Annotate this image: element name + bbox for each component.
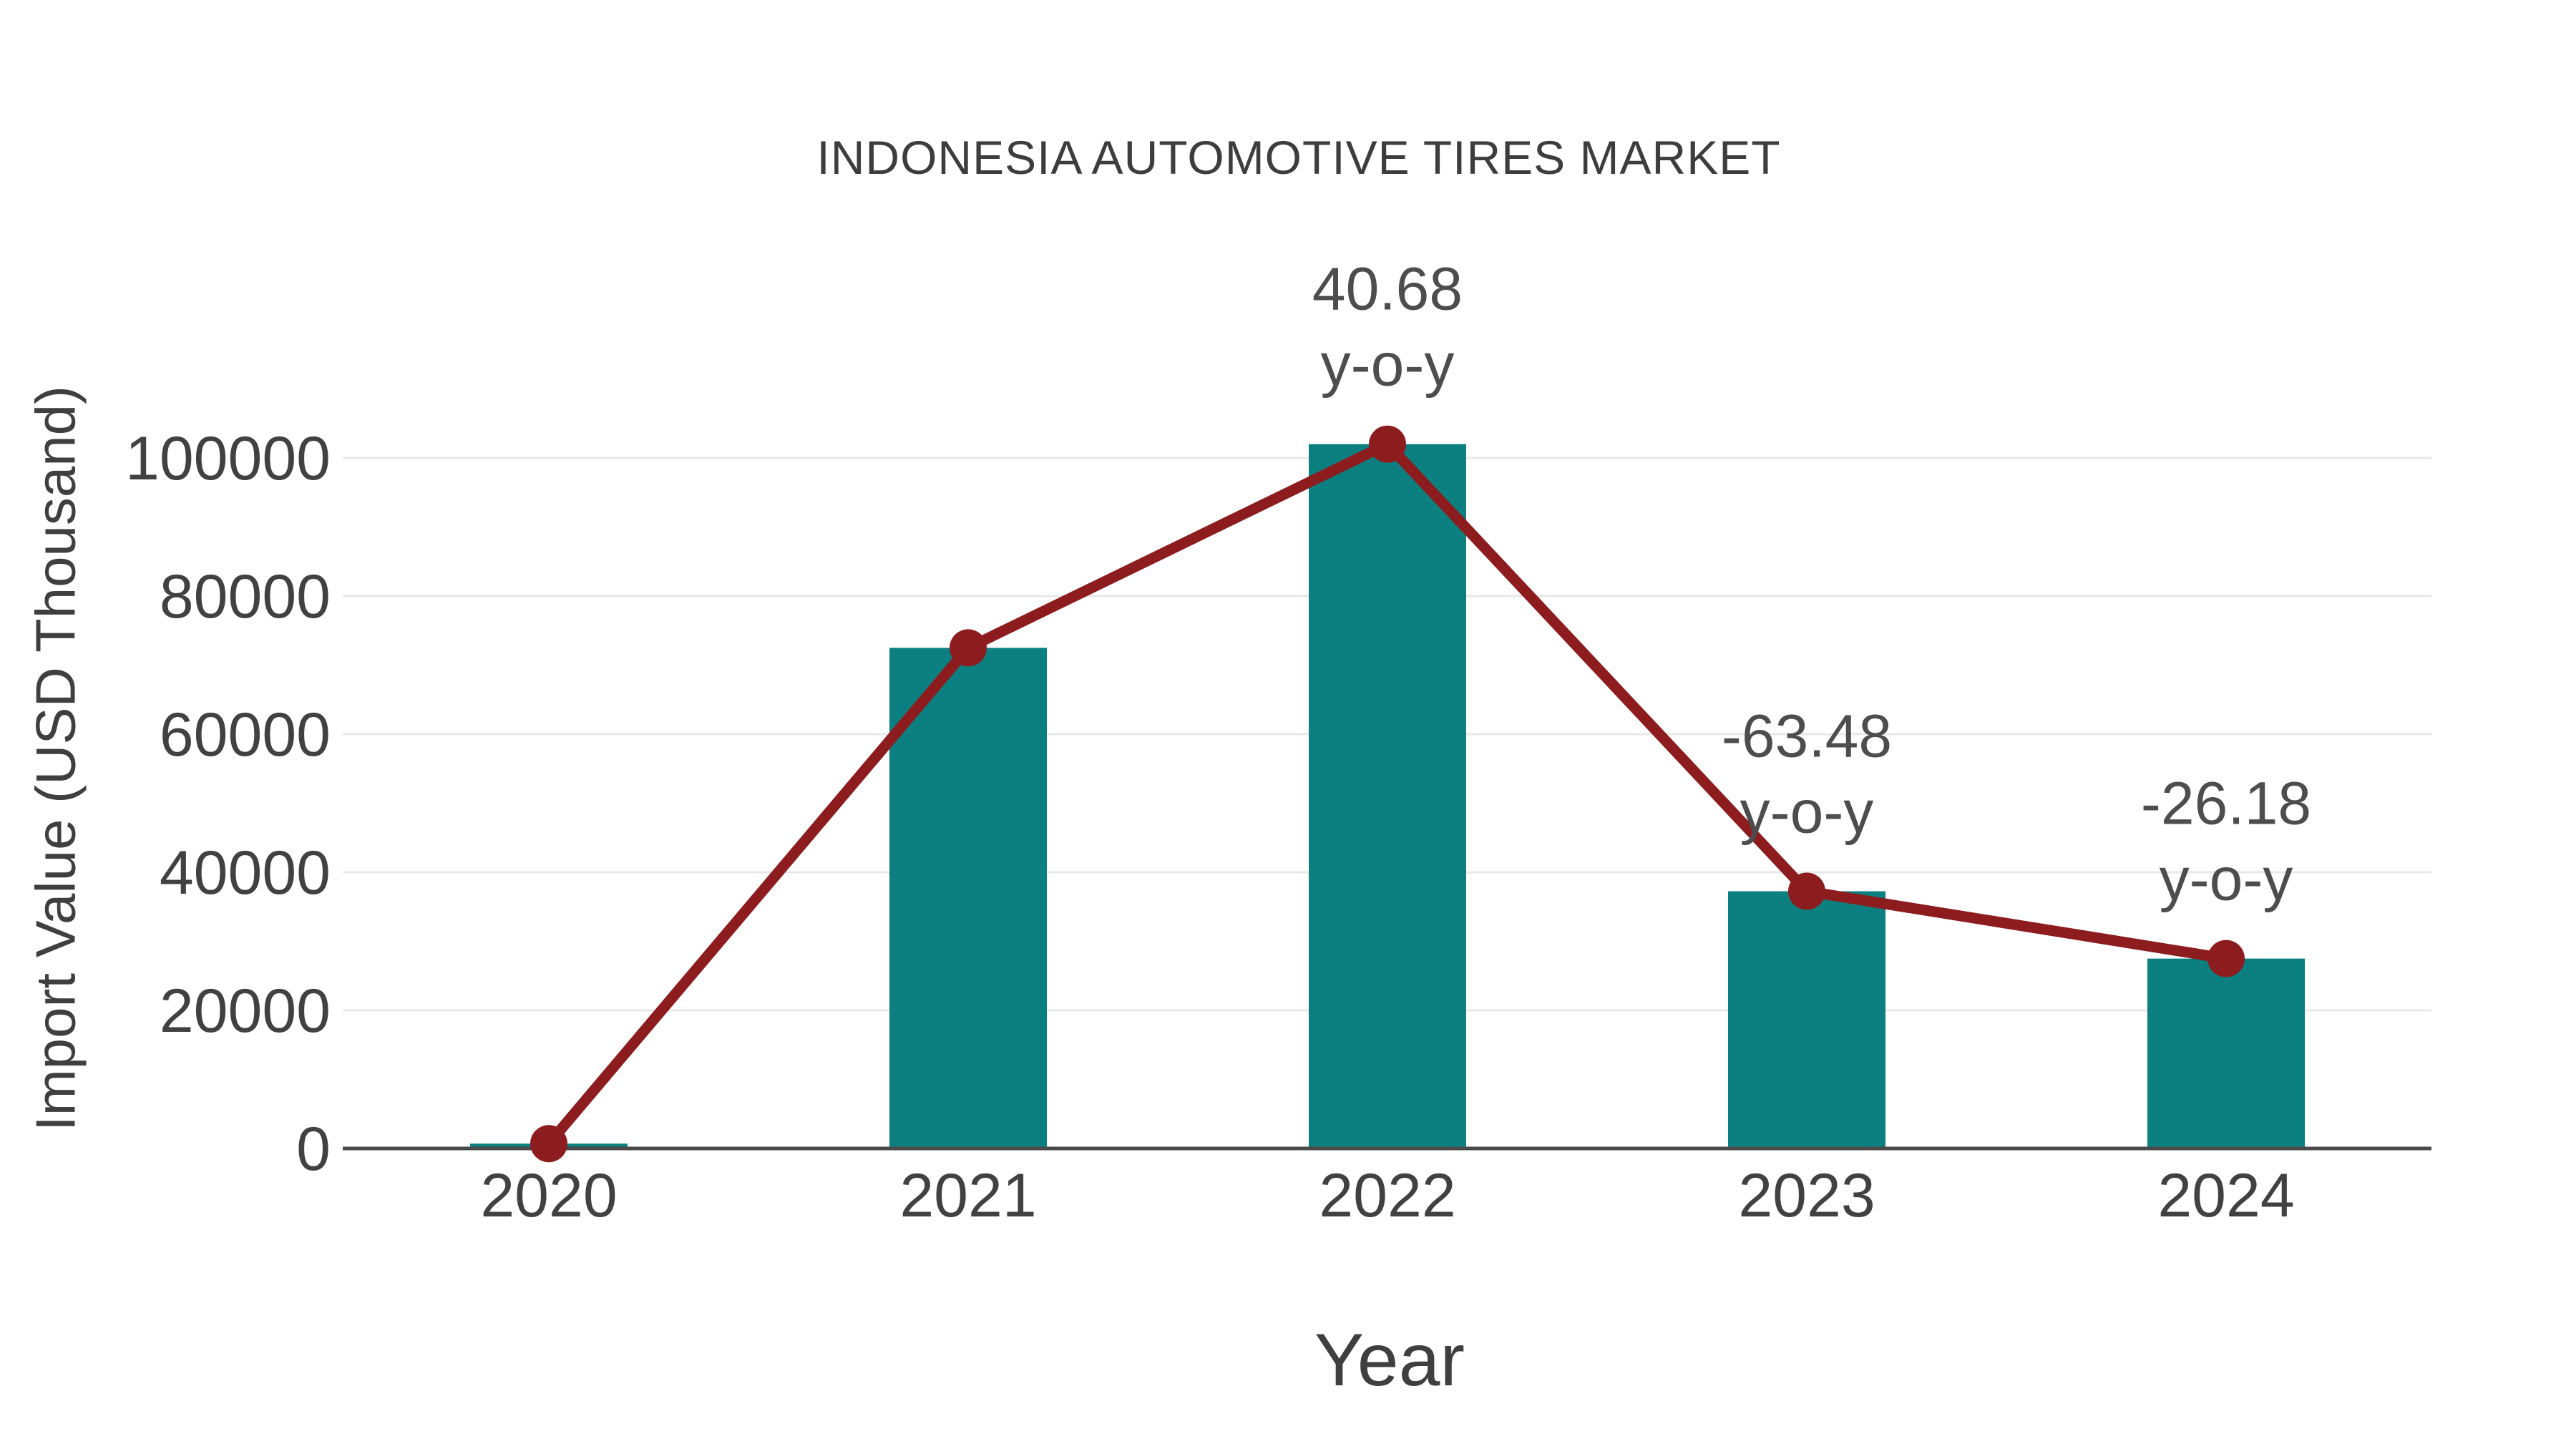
chart-title: INDONESIA AUTOMOTIVE TIRES MARKET bbox=[816, 131, 1781, 184]
y-tick-label-0: 0 bbox=[296, 1115, 331, 1184]
marker-2023 bbox=[1788, 872, 1825, 910]
y-tick-label-60000: 60000 bbox=[160, 701, 331, 769]
y-tick-label-40000: 40000 bbox=[160, 839, 331, 907]
x-tick-label-2024: 2024 bbox=[2157, 1161, 2294, 1230]
annotation-suffix-2024: y-o-y bbox=[2160, 846, 2293, 913]
x-tick-label-2020: 2020 bbox=[480, 1161, 617, 1230]
marker-2022 bbox=[1369, 425, 1406, 463]
x-tick-label-2021: 2021 bbox=[899, 1161, 1036, 1230]
bar-2023 bbox=[1728, 891, 1885, 1148]
bar-2024 bbox=[2147, 958, 2305, 1148]
annotation-value-2024: -26.18 bbox=[2141, 770, 2311, 837]
marker-2024 bbox=[2207, 940, 2245, 977]
y-tick-label-20000: 20000 bbox=[160, 977, 331, 1045]
annotation-value-2022: 40.68 bbox=[1312, 255, 1463, 323]
y-tick-label-100000: 100000 bbox=[125, 424, 331, 493]
x-tick-label-2022: 2022 bbox=[1319, 1161, 1455, 1230]
bar-2022 bbox=[1309, 444, 1466, 1148]
marker-2020 bbox=[530, 1125, 567, 1163]
x-axis-title: Year bbox=[1314, 1319, 1465, 1402]
annotation-suffix-2022: y-o-y bbox=[1321, 331, 1455, 399]
y-tick-label-80000: 80000 bbox=[160, 562, 331, 631]
bar-2021 bbox=[889, 648, 1047, 1148]
marker-2021 bbox=[950, 629, 987, 667]
annotation-suffix-2023: y-o-y bbox=[1740, 779, 1874, 846]
annotation-value-2023: -63.48 bbox=[1722, 703, 1892, 770]
x-tick-label-2023: 2023 bbox=[1738, 1161, 1875, 1230]
